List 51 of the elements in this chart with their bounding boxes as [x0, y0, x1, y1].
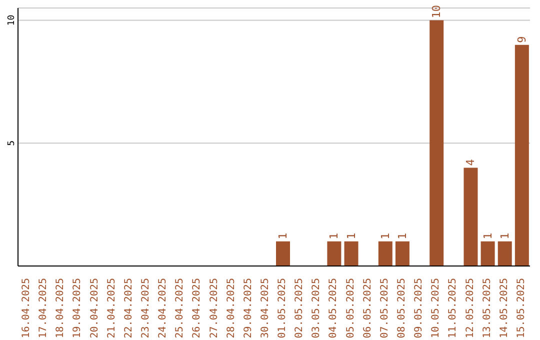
x-tick-label: 16.04.2025: [21, 278, 32, 338]
bar: [430, 20, 444, 266]
data-label: 1: [328, 232, 341, 240]
bar: [276, 241, 290, 266]
x-tick-label: 14.05.2025: [498, 278, 510, 338]
x-tick-label: 12.05.2025: [464, 278, 476, 338]
bar: [498, 241, 512, 266]
x-tick-label: 01.05.2025: [277, 278, 288, 338]
x-tick-label: 23.04.2025: [140, 278, 152, 338]
x-tick-label: 11.05.2025: [448, 278, 459, 338]
data-label: 1: [498, 232, 512, 240]
bar: [378, 241, 392, 266]
bar: [514, 44, 529, 266]
x-tick-label: 20.04.2025: [89, 278, 100, 338]
x-tick-label: 02.05.2025: [294, 278, 306, 338]
x-tick-label: 28.04.2025: [226, 278, 237, 338]
bar: [344, 241, 358, 266]
x-tick-label: 09.05.2025: [414, 278, 425, 338]
x-tick-label: 18.04.2025: [55, 278, 66, 338]
x-tick-label: 25.04.2025: [174, 278, 186, 338]
bar: [464, 168, 478, 266]
data-label: 10: [430, 5, 444, 18]
data-label: 1: [481, 232, 494, 240]
x-tick-label: 06.05.2025: [362, 278, 374, 338]
x-tick-label: 24.04.2025: [158, 278, 169, 338]
x-tick-label: 15.05.2025: [516, 278, 527, 338]
x-tick-label: 05.05.2025: [345, 278, 356, 338]
data-label: 1: [344, 232, 358, 240]
x-tick-label: 29.04.2025: [242, 278, 254, 338]
x-tick-label: 03.05.2025: [311, 278, 322, 338]
x-tick-label: 07.05.2025: [379, 278, 390, 338]
x-tick-label: 08.05.2025: [396, 278, 408, 338]
x-tick-label: 22.04.2025: [123, 278, 134, 338]
data-label: 9: [515, 36, 528, 43]
x-tick-label: 19.04.2025: [72, 278, 84, 338]
y-tick-label: 5: [7, 140, 17, 146]
x-tick-label: 17.04.2025: [38, 278, 50, 338]
x-tick-label: 21.04.2025: [106, 278, 118, 338]
bar: [480, 241, 495, 266]
x-tick-label: 10.05.2025: [430, 278, 442, 338]
x-tick-label: 04.05.2025: [328, 278, 340, 338]
data-label: 1: [396, 232, 409, 240]
x-tick-label: 27.04.2025: [208, 278, 220, 338]
x-tick-label: 30.04.2025: [260, 278, 271, 338]
data-label: 4: [464, 158, 478, 166]
bar: [327, 241, 342, 266]
data-label: 1: [378, 232, 392, 240]
x-tick-label: 26.04.2025: [192, 278, 203, 338]
x-tick-label: 13.05.2025: [482, 278, 493, 338]
data-label: 1: [276, 232, 290, 240]
bar: [395, 241, 410, 266]
